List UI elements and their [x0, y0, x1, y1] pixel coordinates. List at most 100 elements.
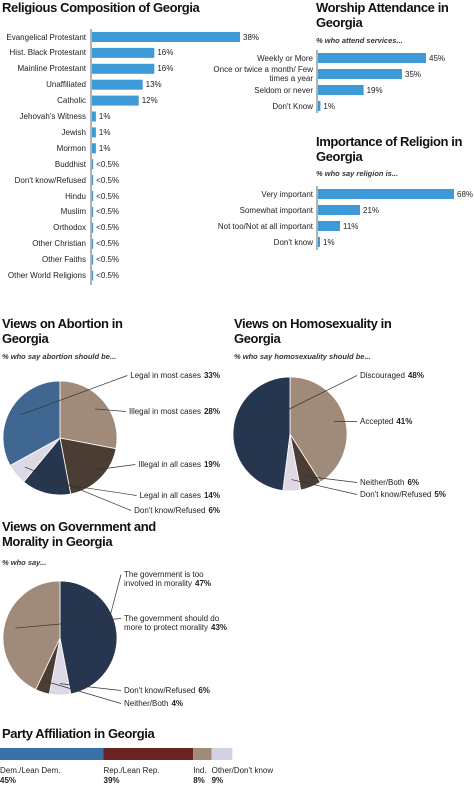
slice-value: 47% — [195, 579, 212, 588]
value-label: <0.5% — [96, 207, 120, 217]
bar — [92, 32, 240, 42]
slice-label: Neither/Both 4% — [124, 699, 232, 708]
slice-label: Legal in all cases 14% — [80, 491, 220, 500]
bar — [318, 69, 402, 79]
chart-title: Importance of Religion in Georgia — [316, 134, 463, 164]
bar-segment — [211, 748, 233, 760]
slice-value: 43% — [211, 623, 228, 632]
leader-line — [92, 464, 136, 471]
legend-label: Ind. — [193, 766, 207, 775]
bar — [92, 191, 94, 201]
chart-title: Religious Composition of Georgia — [2, 0, 200, 15]
bar — [92, 254, 94, 265]
category-label: Seldom or never — [254, 85, 313, 95]
bar — [318, 205, 360, 215]
slice-name: Don't know/Refused — [360, 490, 432, 499]
category-label: Jewish — [61, 127, 86, 137]
slice-label: Neither/Both 6% — [360, 478, 470, 487]
leader-line — [291, 479, 358, 495]
value-label: 35% — [405, 69, 422, 79]
value-label: 38% — [243, 32, 260, 42]
leader-line — [15, 618, 122, 629]
slice-value: 4% — [171, 699, 184, 708]
legend-label: Dem./Lean Dem. — [0, 766, 61, 775]
category-label: Other Faiths — [41, 255, 86, 265]
leader-line — [24, 466, 132, 511]
category-label: Muslim — [60, 207, 86, 217]
slice-label: Illegal in most cases 28% — [80, 407, 220, 416]
slice-value: 5% — [434, 490, 446, 499]
slice-value: 41% — [396, 417, 413, 426]
value-label: 16% — [157, 64, 174, 74]
slice-label: The government should do more to protect… — [124, 614, 232, 632]
pie-slice — [59, 380, 118, 450]
category-label: Don't know — [273, 237, 313, 247]
bar-segment — [103, 748, 194, 760]
slice-label: Accepted 41% — [360, 417, 470, 426]
chart-subtitle: % who say abortion should be... — [2, 352, 117, 361]
slice-value: 6% — [407, 478, 420, 487]
category-label: Mainline Protestant — [17, 64, 86, 74]
slice-name: Illegal in most cases — [128, 407, 201, 416]
slice-value: 6% — [198, 686, 210, 695]
chart-title: Worship Attendance in Georgia — [316, 0, 449, 30]
category-label: Other World Religions — [7, 271, 86, 280]
category-label: Very important — [261, 189, 313, 199]
bar — [92, 95, 139, 106]
slice-name: Legal in most cases — [130, 371, 201, 380]
category-label: Somewhat important — [239, 205, 313, 215]
bar — [92, 143, 96, 154]
pie-slice — [59, 580, 118, 695]
chart-title: Party Affiliation in Georgia — [2, 726, 155, 741]
value-label: 21% — [363, 205, 380, 215]
slice-name: Don't know/Refused — [134, 506, 206, 515]
value-label: 13% — [145, 80, 162, 90]
leader-line — [59, 683, 122, 691]
leader-line — [105, 574, 122, 634]
bar — [318, 101, 321, 111]
category-label: Don't know/Refused — [14, 175, 86, 185]
slice-value: 48% — [407, 371, 424, 380]
bar — [92, 175, 94, 186]
chart-title: Views on Homosexuality in Georgia — [234, 316, 392, 346]
value-label: 9% — [211, 776, 224, 785]
category-label: Don't Know — [272, 101, 313, 111]
slice-value: 14% — [203, 491, 220, 500]
bar — [92, 111, 96, 122]
category-label: Evangelical Protestant — [6, 32, 86, 42]
value-label: <0.5% — [96, 239, 120, 249]
slice-label: The government is too involved in morali… — [124, 570, 232, 588]
pie-slice — [232, 376, 291, 491]
pie-slice — [59, 437, 117, 495]
value-label: 45% — [429, 53, 446, 63]
chart-subtitle: % who say homosexuality should be... — [234, 352, 371, 361]
slice-label: Discouraged 48% — [360, 371, 470, 380]
value-label: 1% — [98, 127, 111, 137]
bar — [92, 127, 96, 138]
bar — [318, 53, 426, 63]
value-label: <0.5% — [96, 255, 120, 265]
slice-label: Legal in most cases 33% — [80, 371, 220, 380]
slice-name: Accepted — [360, 417, 394, 426]
bar — [318, 237, 320, 247]
value-label: 68% — [457, 189, 474, 199]
category-label: Catholic — [57, 96, 86, 106]
chart-title: Views on Government and Morality in Geor… — [2, 519, 156, 549]
bar — [92, 63, 155, 74]
bar — [318, 221, 340, 231]
leader-line — [306, 476, 358, 483]
bar — [92, 47, 155, 58]
slice-value: 6% — [208, 506, 220, 515]
slice-name: Neither/Both — [124, 699, 169, 708]
value-label: 1% — [323, 101, 335, 111]
bar — [92, 79, 143, 90]
bar — [92, 206, 94, 217]
category-label: Mormon — [56, 143, 86, 153]
value-label: 1% — [98, 143, 111, 153]
value-label: <0.5% — [96, 223, 120, 233]
chart-subtitle: % who say... — [2, 558, 47, 567]
slice-name: Illegal in all cases — [138, 460, 201, 469]
leader-line — [95, 408, 126, 412]
